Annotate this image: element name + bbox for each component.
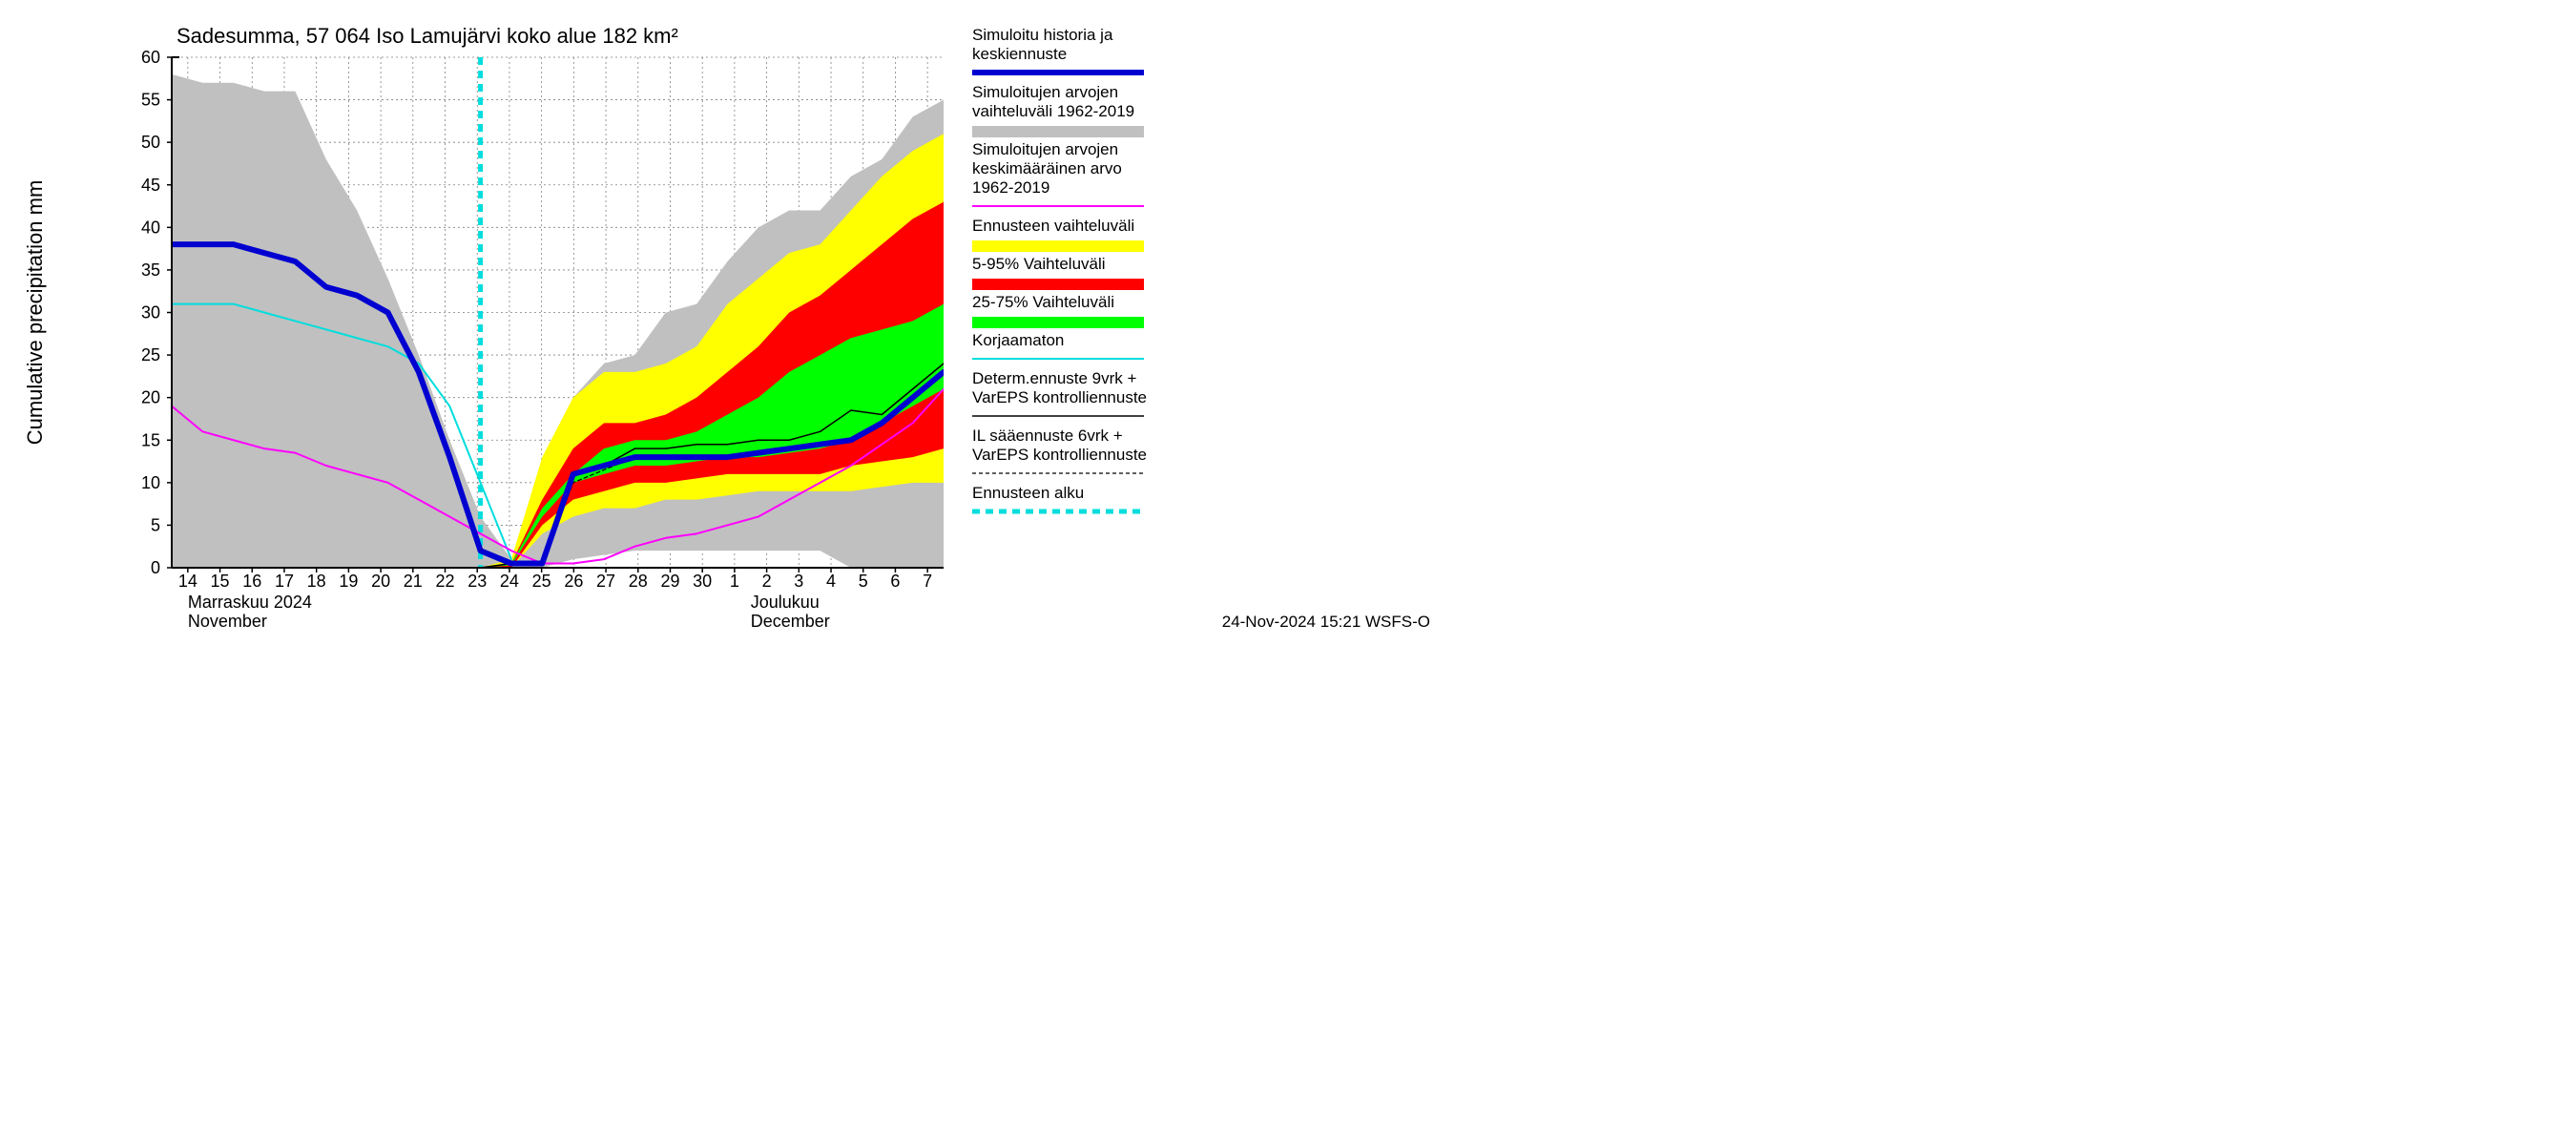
svg-text:6: 6 bbox=[890, 572, 900, 591]
svg-text:20: 20 bbox=[371, 572, 390, 591]
svg-text:17: 17 bbox=[275, 572, 294, 591]
legend-label: 25-75% Vaihteluväli bbox=[972, 293, 1114, 311]
svg-text:21: 21 bbox=[404, 572, 423, 591]
svg-text:22: 22 bbox=[436, 572, 455, 591]
svg-text:50: 50 bbox=[141, 133, 160, 152]
svg-text:29: 29 bbox=[660, 572, 679, 591]
svg-text:15: 15 bbox=[211, 572, 230, 591]
svg-text:24: 24 bbox=[500, 572, 519, 591]
svg-text:10: 10 bbox=[141, 473, 160, 492]
chart-container: 0510152025303540455055601415161718192021… bbox=[0, 0, 1449, 644]
svg-text:15: 15 bbox=[141, 430, 160, 449]
legend-label: Simuloitu historia ja bbox=[972, 26, 1113, 44]
svg-text:40: 40 bbox=[141, 218, 160, 237]
legend-label: vaihteluväli 1962-2019 bbox=[972, 102, 1134, 120]
svg-text:4: 4 bbox=[826, 572, 836, 591]
svg-text:27: 27 bbox=[596, 572, 615, 591]
legend-swatch bbox=[972, 317, 1144, 328]
svg-text:20: 20 bbox=[141, 388, 160, 407]
svg-text:0: 0 bbox=[151, 558, 160, 577]
legend-label: Simuloitujen arvojen bbox=[972, 140, 1118, 158]
svg-text:25: 25 bbox=[141, 345, 160, 364]
chart-title: Sadesumma, 57 064 Iso Lamujärvi koko alu… bbox=[177, 24, 678, 48]
svg-text:26: 26 bbox=[564, 572, 583, 591]
svg-text:60: 60 bbox=[141, 48, 160, 67]
svg-text:25: 25 bbox=[532, 572, 551, 591]
legend-swatch bbox=[972, 126, 1144, 137]
svg-text:28: 28 bbox=[629, 572, 648, 591]
svg-text:14: 14 bbox=[178, 572, 197, 591]
legend-label: 1962-2019 bbox=[972, 178, 1049, 197]
svg-text:5: 5 bbox=[859, 572, 868, 591]
svg-text:30: 30 bbox=[141, 303, 160, 323]
legend-label: Korjaamaton bbox=[972, 331, 1064, 349]
svg-text:18: 18 bbox=[307, 572, 326, 591]
svg-text:7: 7 bbox=[923, 572, 932, 591]
svg-text:16: 16 bbox=[242, 572, 261, 591]
svg-text:35: 35 bbox=[141, 260, 160, 280]
legend-swatch bbox=[972, 279, 1144, 290]
footer-timestamp: 24-Nov-2024 15:21 WSFS-O bbox=[1222, 613, 1430, 631]
svg-text:23: 23 bbox=[467, 572, 487, 591]
legend-label: Ennusteen alku bbox=[972, 484, 1084, 502]
legend-label: 5-95% Vaihteluväli bbox=[972, 255, 1106, 273]
month-label-right-bottom: December bbox=[751, 612, 830, 631]
svg-text:5: 5 bbox=[151, 515, 160, 534]
svg-text:19: 19 bbox=[339, 572, 358, 591]
legend-label: keskiennuste bbox=[972, 45, 1067, 63]
svg-text:3: 3 bbox=[794, 572, 803, 591]
svg-text:45: 45 bbox=[141, 176, 160, 195]
legend-swatch bbox=[972, 240, 1144, 252]
svg-text:2: 2 bbox=[762, 572, 772, 591]
svg-text:30: 30 bbox=[693, 572, 712, 591]
legend-label: IL sääennuste 6vrk + bbox=[972, 427, 1123, 445]
y-axis-label: Cumulative precipitation mm bbox=[23, 180, 47, 446]
month-label-left-bottom: November bbox=[188, 612, 267, 631]
legend-label: VarEPS kontrolliennuste bbox=[972, 446, 1147, 464]
month-label-right-top: Joulukuu bbox=[751, 593, 820, 612]
month-label-left-top: Marraskuu 2024 bbox=[188, 593, 312, 612]
legend-label: Simuloitujen arvojen bbox=[972, 83, 1118, 101]
legend-label: Ennusteen vaihteluväli bbox=[972, 217, 1134, 235]
legend-label: VarEPS kontrolliennuste bbox=[972, 388, 1147, 406]
svg-text:55: 55 bbox=[141, 91, 160, 110]
legend-label: Determ.ennuste 9vrk + bbox=[972, 369, 1137, 387]
svg-text:1: 1 bbox=[730, 572, 739, 591]
legend-label: keskimääräinen arvo bbox=[972, 159, 1122, 177]
chart-svg: 0510152025303540455055601415161718192021… bbox=[0, 0, 1449, 644]
